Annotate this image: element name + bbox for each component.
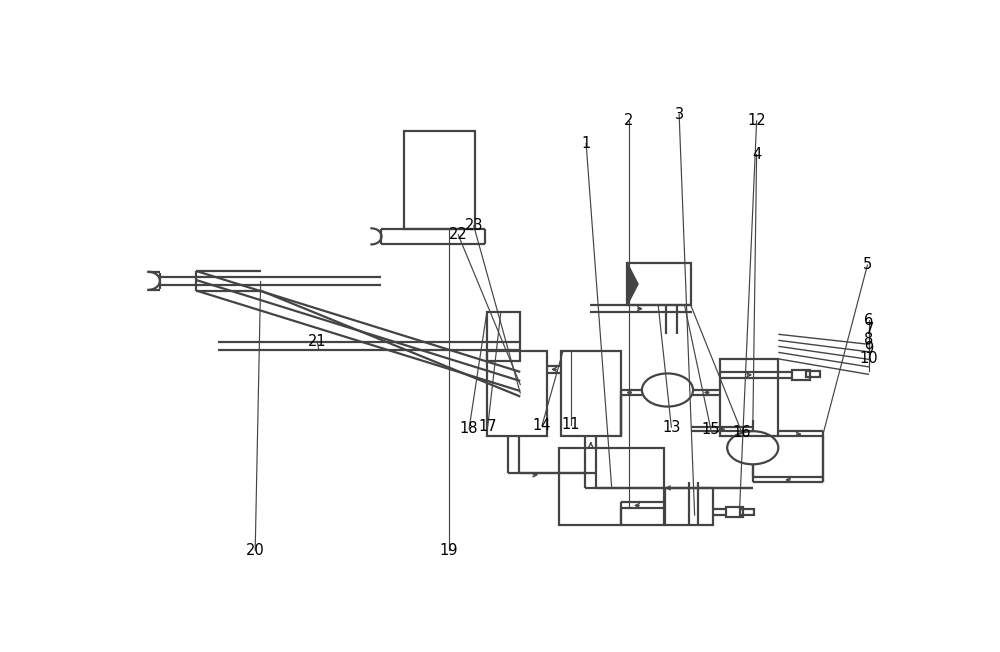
Bar	[726, 507, 743, 517]
Text: 18: 18	[460, 421, 478, 436]
Text: 12: 12	[747, 113, 766, 128]
Bar	[720, 359, 778, 436]
Bar	[806, 372, 820, 378]
Text: 14: 14	[533, 418, 551, 433]
Polygon shape	[627, 263, 638, 305]
Text: 8: 8	[864, 332, 874, 347]
Text: 20: 20	[246, 542, 265, 557]
Bar	[561, 351, 621, 436]
Bar	[487, 351, 547, 436]
Bar	[792, 370, 810, 380]
Text: 19: 19	[440, 542, 458, 557]
Bar	[740, 509, 754, 515]
Bar	[404, 131, 475, 229]
Text: 22: 22	[449, 228, 468, 243]
Text: 6: 6	[864, 313, 874, 328]
Text: 10: 10	[860, 351, 878, 366]
Text: 11: 11	[561, 417, 580, 432]
Text: 21: 21	[308, 334, 327, 349]
Text: 5: 5	[863, 258, 872, 273]
Bar	[559, 448, 664, 525]
Bar	[627, 263, 691, 305]
Text: 4: 4	[752, 147, 761, 162]
Text: 3: 3	[675, 107, 684, 122]
Bar	[665, 488, 713, 525]
Text: 23: 23	[464, 218, 483, 233]
Text: 16: 16	[733, 425, 751, 440]
Text: 17: 17	[478, 419, 497, 434]
Text: 1: 1	[582, 136, 591, 151]
Text: 13: 13	[662, 420, 681, 435]
Text: 7: 7	[864, 321, 874, 337]
Text: 9: 9	[864, 341, 874, 356]
Text: 15: 15	[702, 422, 720, 437]
Bar	[487, 312, 520, 361]
Text: 2: 2	[624, 113, 633, 128]
